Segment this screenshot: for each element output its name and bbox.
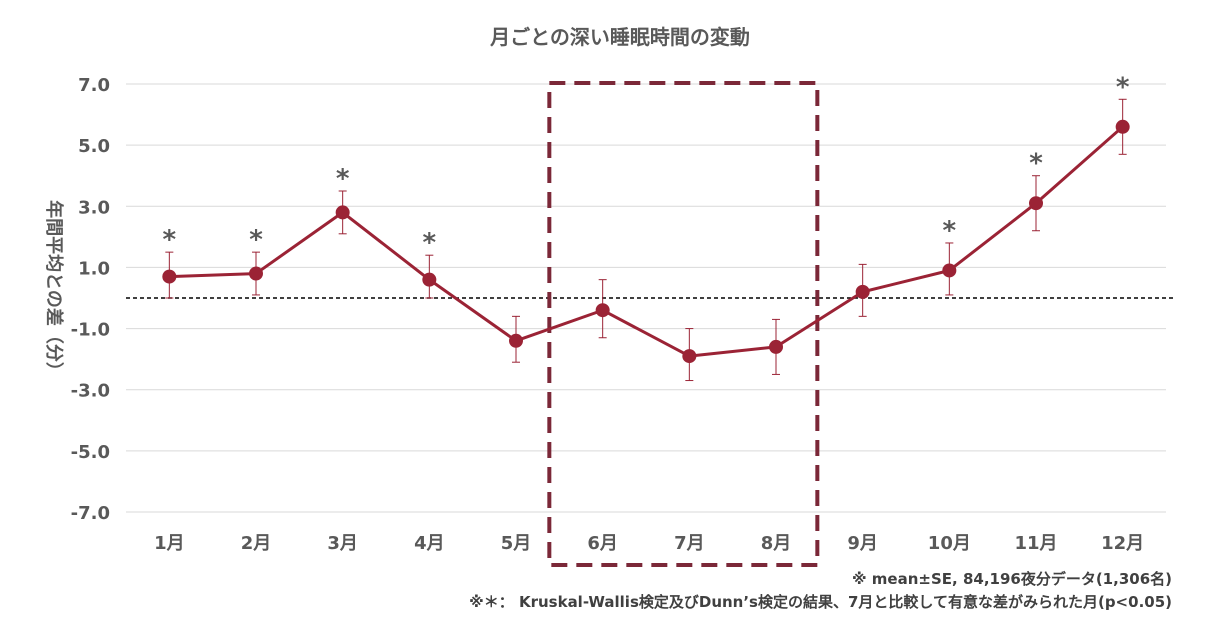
data-point bbox=[595, 303, 610, 318]
highlight-box-group bbox=[547, 81, 820, 567]
significance-star: * bbox=[1116, 72, 1130, 102]
y-tick-label: -7.0 bbox=[71, 503, 110, 524]
significance-star: * bbox=[249, 225, 263, 255]
data-point bbox=[509, 333, 523, 348]
y-axis-ticks: 7.0 5.0 3.0 1.0 -1.0 -3.0 -5.0 -7.0 bbox=[71, 75, 110, 524]
y-tick-label: 5.0 bbox=[78, 136, 110, 157]
gridlines bbox=[126, 83, 1166, 513]
y-tick-label: 1.0 bbox=[78, 258, 110, 279]
x-tick-label: 7月 bbox=[674, 533, 705, 554]
chart-title: 月ごとの深い睡眠時間の変動 bbox=[489, 25, 750, 49]
x-tick-label: 11月 bbox=[1014, 533, 1057, 554]
x-tick-label: 12月 bbox=[1101, 533, 1144, 554]
data-point bbox=[162, 269, 177, 284]
data-point bbox=[942, 263, 957, 278]
data-points bbox=[162, 119, 1130, 364]
data-point bbox=[855, 284, 870, 299]
x-tick-label: 4月 bbox=[414, 533, 445, 554]
note-mean-se: ※ mean±SE, 84,196夜分データ(1,306名) bbox=[852, 570, 1172, 588]
x-axis-ticks: 1月 2月 3月 4月 5月 6月 7月 8月 9月 10月 11月 12月 bbox=[154, 533, 1144, 554]
x-tick-label: 1月 bbox=[154, 533, 185, 554]
x-tick-label: 8月 bbox=[761, 533, 792, 554]
y-axis-label: 年間平均との差（分） bbox=[43, 200, 65, 380]
x-tick-label: 2月 bbox=[241, 533, 272, 554]
data-point bbox=[769, 339, 783, 354]
significance-star: * bbox=[1029, 149, 1043, 179]
y-tick-label: -5.0 bbox=[71, 442, 110, 463]
y-tick-label: -3.0 bbox=[71, 381, 110, 402]
significance-star: * bbox=[163, 225, 177, 255]
x-tick-label: 5月 bbox=[501, 533, 532, 554]
data-point bbox=[682, 349, 697, 364]
significance-star: * bbox=[423, 228, 437, 258]
y-tick-label: -1.0 bbox=[71, 320, 110, 341]
x-tick-label: 9月 bbox=[847, 533, 878, 554]
y-axis-title: 年間平均との差（分） bbox=[43, 200, 65, 380]
significance-star: * bbox=[943, 216, 957, 246]
y-tick-label: 7.0 bbox=[78, 75, 110, 96]
data-point bbox=[1029, 196, 1043, 211]
highlight-box bbox=[547, 81, 820, 567]
data-point bbox=[422, 272, 437, 287]
x-tick-label: 10月 bbox=[928, 533, 971, 554]
error-bars bbox=[165, 98, 1127, 382]
series-line bbox=[169, 125, 1124, 358]
x-tick-label: 6月 bbox=[587, 533, 618, 554]
significance-markers: * * * * * * * bbox=[163, 72, 1130, 258]
significance-star: * bbox=[336, 164, 350, 194]
data-point bbox=[335, 205, 350, 220]
data-point bbox=[1115, 119, 1130, 134]
y-tick-label: 3.0 bbox=[78, 197, 110, 218]
data-point bbox=[249, 266, 263, 281]
note-significance: ※＊： Kruskal-Wallis検定及びDunn’s検定の結果、7月と比較し… bbox=[469, 593, 1172, 611]
series-line-group bbox=[169, 125, 1124, 358]
x-tick-label: 3月 bbox=[327, 533, 358, 554]
